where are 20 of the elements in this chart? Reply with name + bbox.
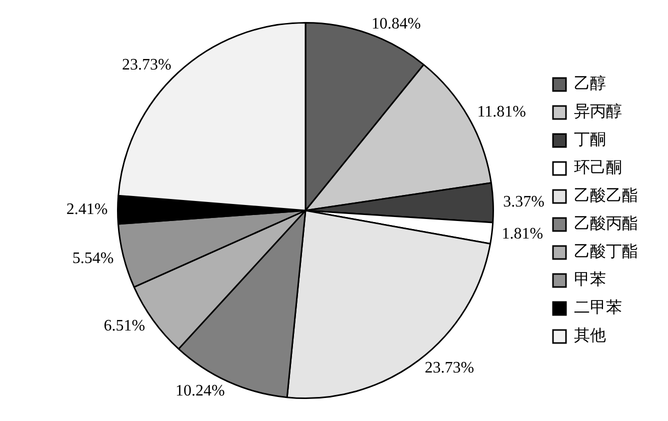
data-label: 3.37%	[503, 193, 544, 210]
data-label: 23.73%	[424, 359, 474, 376]
legend-label: 丁酮	[574, 130, 606, 149]
data-label: 6.51%	[104, 317, 146, 334]
data-label: 1.81%	[502, 226, 544, 243]
legend-label: 异丙醇	[574, 102, 622, 121]
data-label: 10.24%	[176, 382, 225, 400]
data-label: 10.84%	[372, 15, 421, 32]
data-label: 2.41%	[66, 200, 108, 218]
legend-label: 其他	[574, 326, 606, 345]
legend-label: 乙酸乙酯	[574, 186, 638, 205]
legend-label: 乙酸丙酯	[574, 214, 638, 233]
data-label: 23.73%	[122, 56, 172, 74]
legend-label: 乙酸丁酯	[574, 242, 638, 261]
legend-label: 二甲苯	[574, 298, 622, 317]
legend-label: 乙醇	[574, 74, 606, 93]
legend-label: 甲苯	[574, 270, 606, 289]
legend-label: 环己酮	[574, 158, 622, 177]
data-label: 5.54%	[72, 250, 114, 267]
data-label: 11.81%	[477, 104, 526, 121]
